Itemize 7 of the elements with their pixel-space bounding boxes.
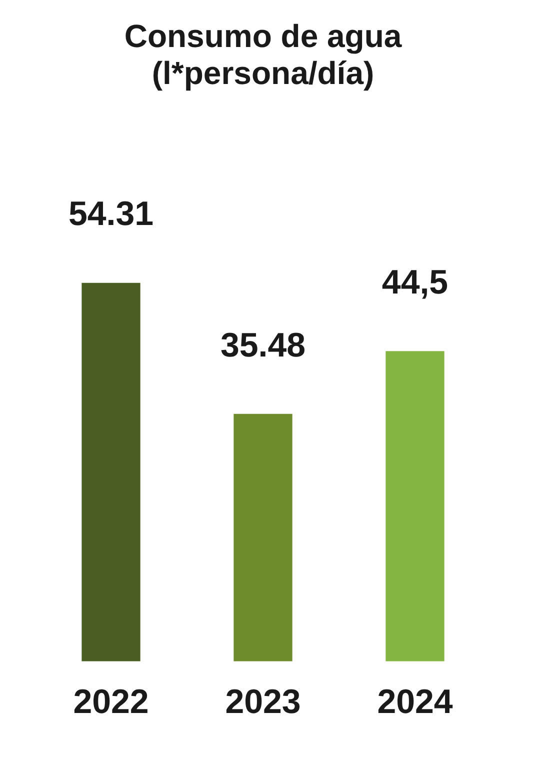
x-tick-label: 2022 <box>73 682 149 721</box>
x-tick-label: 2023 <box>225 682 301 721</box>
data-label: 54.31 <box>68 195 154 234</box>
data-label: 44,5 <box>382 263 448 302</box>
data-label: 35.48 <box>220 326 306 364</box>
x-tick-label: 2024 <box>377 682 453 721</box>
chart-title: Consumo de agua (l*persona/día) <box>124 18 402 92</box>
